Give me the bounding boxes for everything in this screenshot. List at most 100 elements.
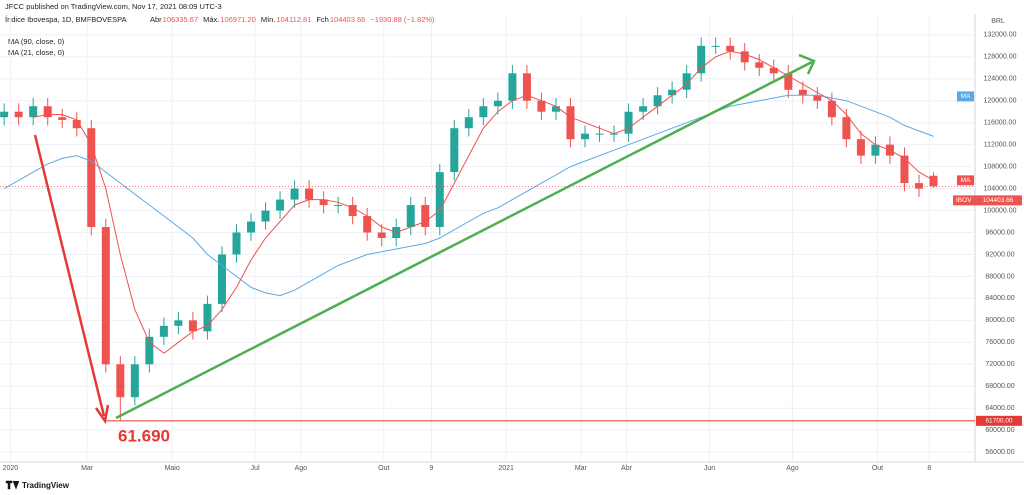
- y-tick-label: 108000.00: [983, 163, 1016, 170]
- price-tag: [953, 195, 1022, 206]
- candle-body: [653, 95, 662, 107]
- candle-body: [232, 232, 241, 255]
- ohlc-value: 106335.67: [163, 15, 198, 24]
- y-tick-label: 116000.00: [984, 120, 1017, 127]
- y-tick-label: 76000.00: [985, 339, 1014, 346]
- candle-body: [247, 221, 256, 233]
- y-tick-label: 60000.00: [985, 427, 1014, 434]
- candle-body: [624, 111, 633, 134]
- candle-body: [827, 100, 836, 118]
- moving-average: [33, 50, 934, 354]
- ohlc-value: 104403.66: [330, 15, 365, 24]
- candle-body: [813, 95, 822, 101]
- candle-body: [639, 106, 648, 112]
- candle-body: [203, 303, 212, 332]
- candle-body: [551, 106, 560, 112]
- candle-body: [58, 117, 67, 120]
- currency: BRL: [991, 18, 1005, 25]
- x-tick-label: Out: [872, 465, 883, 472]
- footer: TradingView: [22, 481, 70, 490]
- candle-body: [305, 188, 314, 200]
- y-tick-label: 128000.00: [983, 54, 1016, 61]
- candle-body: [43, 106, 52, 118]
- x-tick-label: Jun: [704, 465, 715, 472]
- ma-legend: MA (90, close, 0): [8, 37, 65, 46]
- y-tick-label: 84000.00: [985, 295, 1014, 302]
- candle-body: [697, 45, 706, 74]
- y-tick-label: 80000.00: [985, 317, 1014, 324]
- price-tag-name: IBOV: [956, 197, 972, 204]
- candle-body: [668, 89, 677, 96]
- ma-tag-label: MA: [961, 177, 971, 184]
- y-tick-label: 112000.00: [984, 142, 1017, 149]
- x-tick-label: 2020: [3, 465, 19, 472]
- ohlc-label: Mín.: [261, 15, 276, 24]
- candle-body: [276, 199, 285, 211]
- ohlc-label: Fch: [316, 15, 329, 24]
- candle-body: [29, 106, 38, 118]
- candle-body: [682, 73, 691, 90]
- candle-body: [290, 188, 299, 200]
- candle-body: [726, 45, 735, 52]
- candle-body: [798, 89, 807, 96]
- candle-body: [0, 111, 9, 118]
- candle-body: [450, 128, 459, 173]
- y-tick-label: 132000.00: [983, 32, 1016, 39]
- ohlc-value: 106971.20: [220, 15, 255, 24]
- candle-body: [406, 205, 415, 228]
- candle-body: [159, 325, 168, 337]
- candle-body: [914, 183, 923, 189]
- level-tag: [976, 415, 1022, 426]
- candle-body: [479, 106, 488, 118]
- symbol: Índice Ibovespa, 1D, BMFBOVESPA: [5, 15, 127, 24]
- candle-body: [261, 210, 270, 222]
- candle-body: [769, 67, 778, 74]
- candle-body: [101, 227, 110, 365]
- candle-body: [348, 205, 357, 217]
- candle-body: [130, 364, 139, 398]
- candle-body: [740, 51, 749, 63]
- ma-tag: [957, 91, 974, 102]
- candle-body: [755, 62, 764, 68]
- x-tick-label: 9: [430, 465, 434, 472]
- change: −1930.88 (−1.82%): [370, 15, 435, 24]
- logo: [5, 480, 20, 490]
- arrow-head: [798, 53, 816, 75]
- candle-body: [377, 232, 386, 238]
- annotation: 61.690: [118, 426, 170, 445]
- candle-body: [116, 364, 125, 398]
- candle-body: [929, 175, 938, 187]
- x-tick-label: 2021: [498, 465, 514, 472]
- x-tick-label: 8: [927, 465, 931, 472]
- ohlc-label: Máx.: [203, 15, 219, 24]
- y-tick-label: 88000.00: [985, 273, 1014, 280]
- y-tick-label: 100000.00: [983, 207, 1016, 214]
- level-label: 61700.00: [985, 418, 1012, 425]
- x-tick-label: Out: [378, 465, 389, 472]
- candle-body: [217, 254, 226, 304]
- candle-body: [334, 205, 343, 207]
- candle-body: [363, 216, 372, 233]
- down-arrow: [33, 134, 106, 417]
- candle-body: [900, 155, 909, 184]
- candle-body: [711, 45, 720, 47]
- candle-body: [319, 199, 328, 206]
- candle-body: [566, 106, 575, 140]
- x-tick-label: Jul: [251, 465, 260, 472]
- candle-body: [871, 144, 880, 156]
- candle-body: [72, 119, 81, 129]
- candle-body: [14, 111, 23, 118]
- candle-body: [145, 336, 154, 365]
- candle-body: [421, 205, 430, 228]
- x-tick-label: Ago: [295, 465, 308, 472]
- y-tick-label: 72000.00: [985, 361, 1014, 368]
- ma-tag-label: MA: [961, 93, 971, 100]
- moving-average: [3, 94, 934, 297]
- candle-body: [464, 117, 473, 129]
- y-tick-label: 64000.00: [985, 405, 1014, 412]
- y-tick-label: 96000.00: [985, 229, 1014, 236]
- candle-body: [435, 172, 444, 228]
- x-tick-label: Maio: [165, 465, 180, 472]
- x-tick-label: Mar: [81, 465, 94, 472]
- x-tick-label: Abr: [621, 465, 633, 472]
